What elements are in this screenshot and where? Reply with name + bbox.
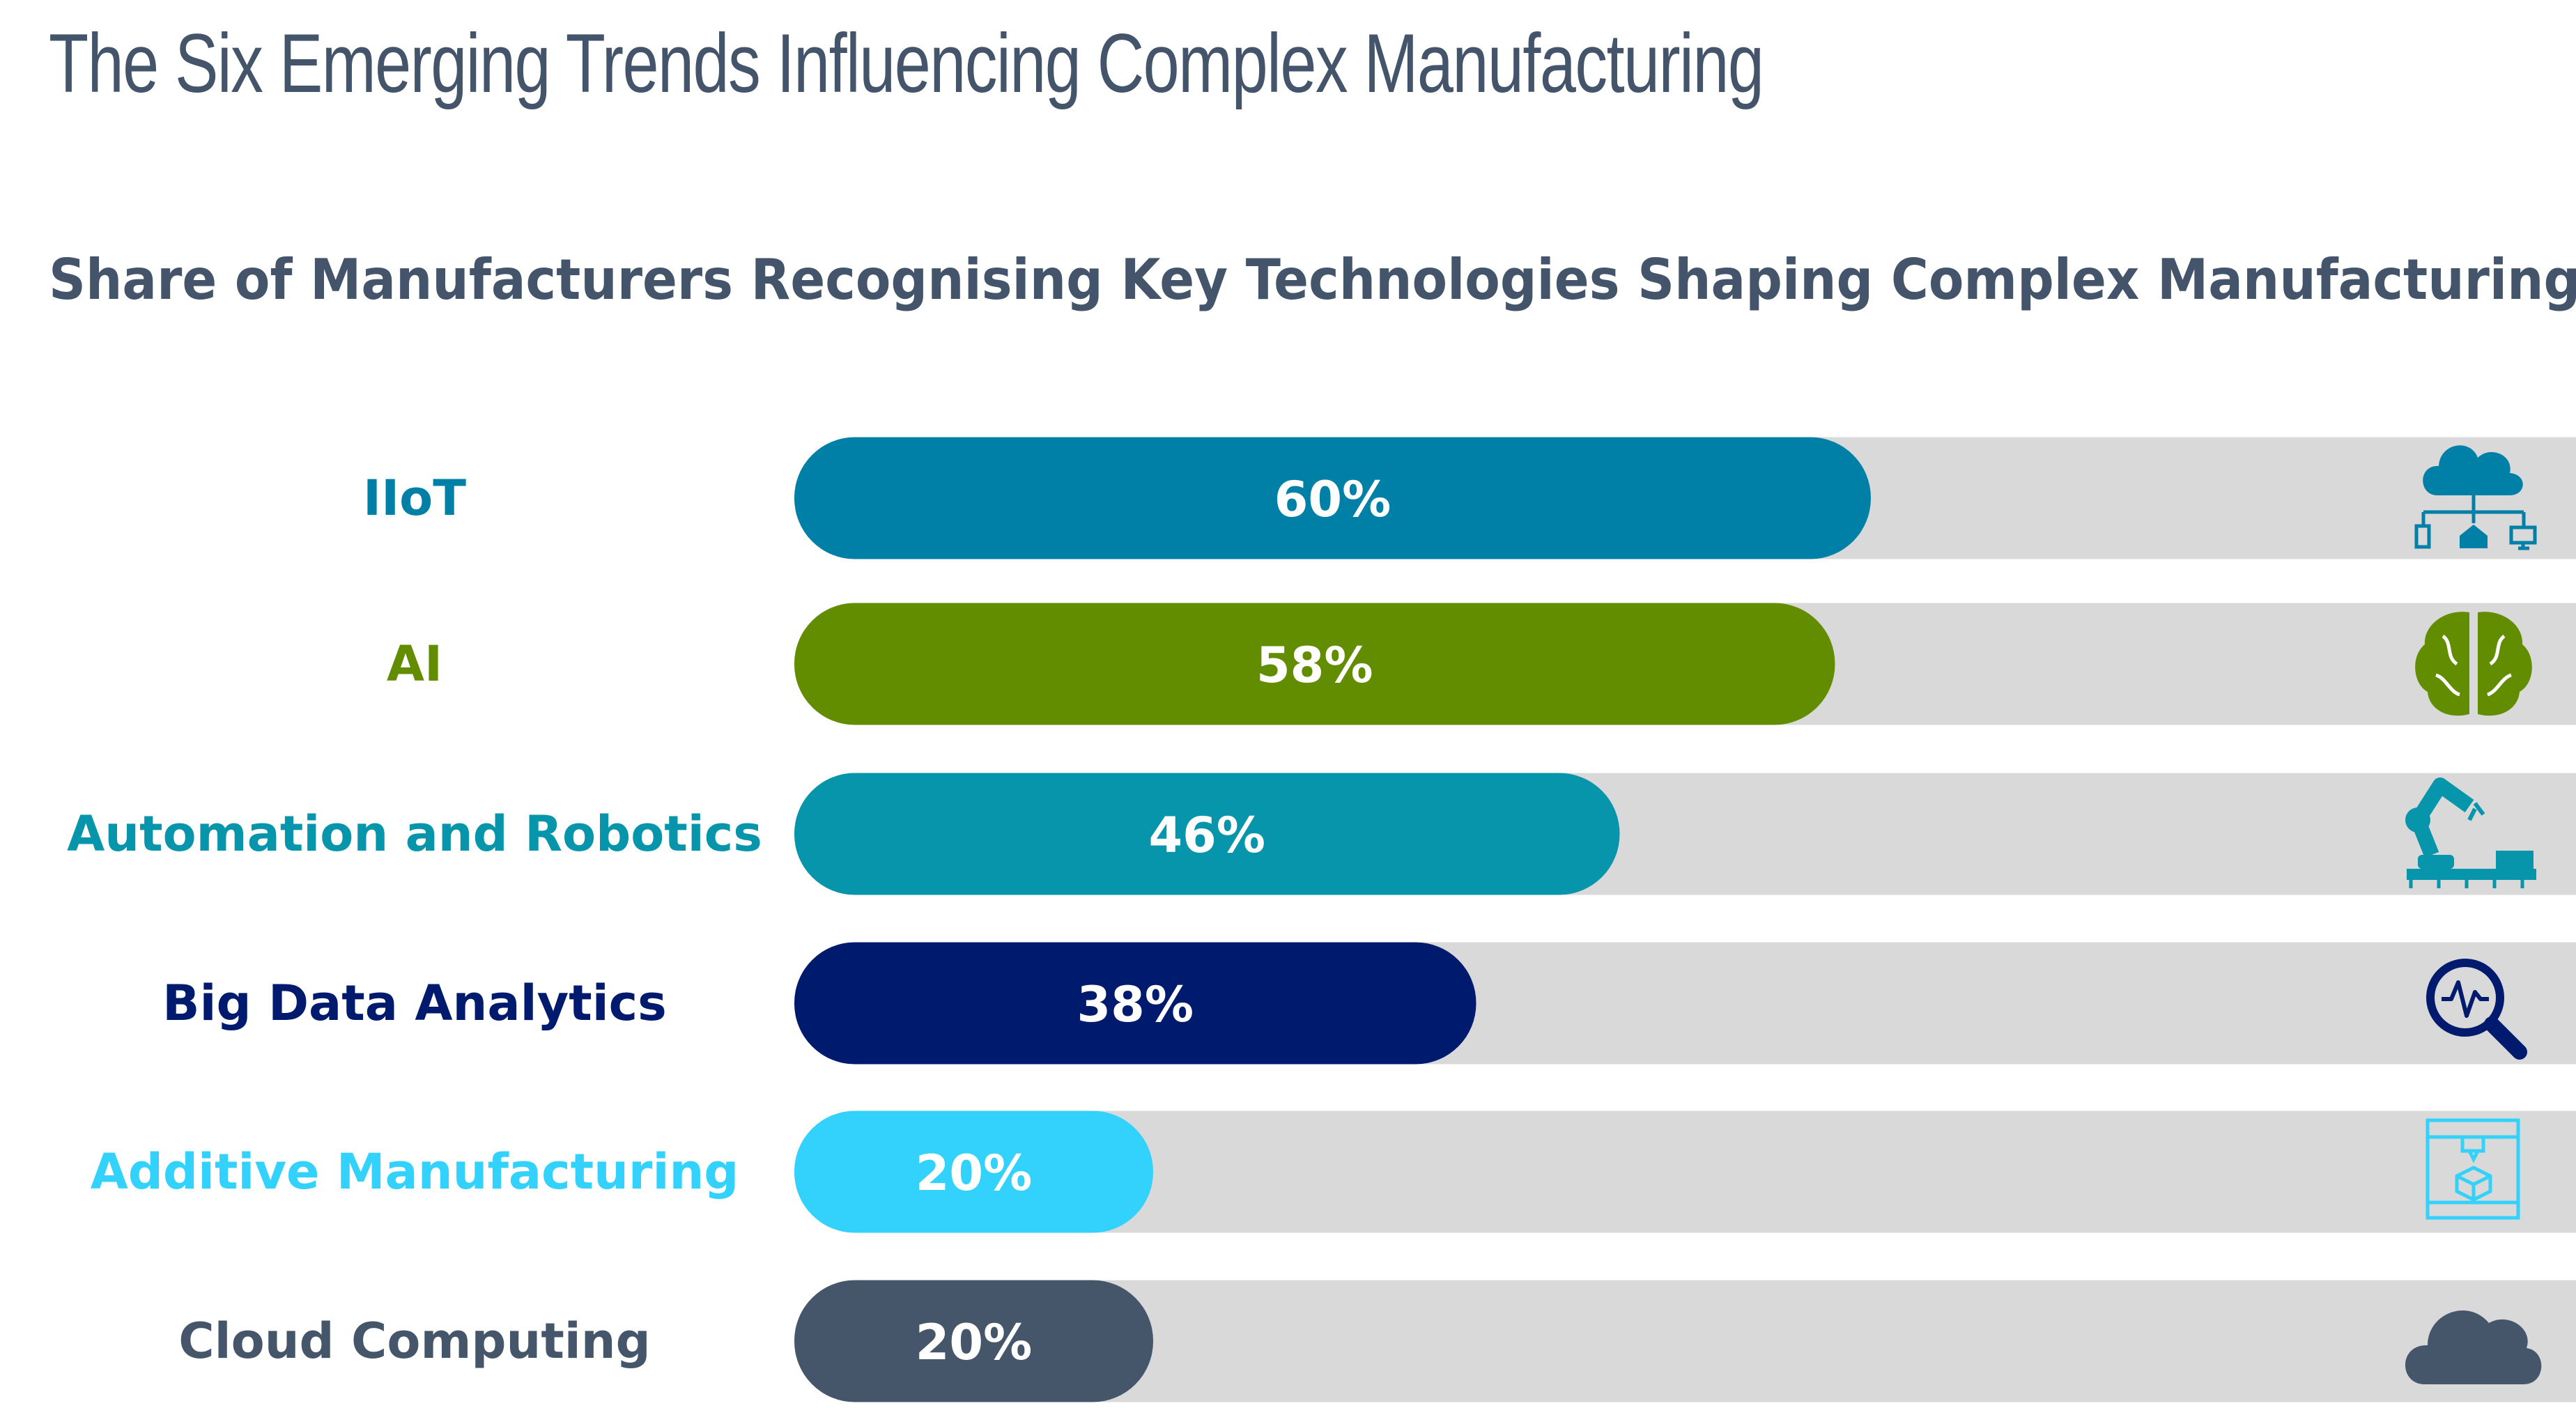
category-label: Cloud Computing [178,1313,651,1370]
bar [794,1111,1153,1233]
value-label: 20% [916,1145,1033,1202]
category-label: IIoT [363,470,466,527]
category-label: Automation and Robotics [67,805,762,862]
bar [794,603,1835,725]
cloud-network-icon [2414,445,2537,550]
magnifier-pulse-icon [2426,959,2527,1060]
bar [794,437,1871,559]
category-label: Big Data Analytics [162,975,667,1032]
value-label: 58% [1256,637,1373,694]
3d-printer-icon [2425,1118,2520,1220]
bar [794,773,1620,895]
value-label: 60% [1274,471,1391,528]
category-label: Additive Manufacturing [91,1143,739,1200]
value-label: 46% [1148,807,1265,864]
bar [794,1280,1153,1402]
bar-track [794,1280,2576,1402]
bar-track [794,1111,2576,1233]
category-label: AI [387,635,442,693]
value-label: 20% [916,1314,1033,1371]
cloud-icon [2405,1310,2542,1384]
page-title: The Six Emerging Trends Influencing Comp… [49,17,1764,110]
value-label: 38% [1077,976,1194,1033]
robot-arm-icon [2405,778,2536,888]
brain-circuit-icon [2415,612,2532,716]
chart-title: Share of Manufacturers Recognising Key T… [49,247,2576,312]
bar [794,942,1476,1065]
